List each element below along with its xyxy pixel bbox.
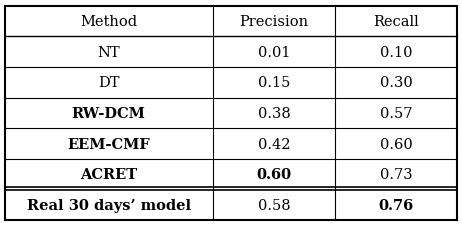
Text: 0.57: 0.57 <box>380 106 413 121</box>
Text: 0.76: 0.76 <box>379 198 414 212</box>
Text: DT: DT <box>98 76 120 90</box>
Text: Real 30 days’ model: Real 30 days’ model <box>27 198 191 212</box>
Text: 0.38: 0.38 <box>258 106 291 121</box>
Text: Recall: Recall <box>373 15 419 29</box>
Text: NT: NT <box>97 46 120 59</box>
Text: 0.58: 0.58 <box>258 198 290 212</box>
Text: ACRET: ACRET <box>80 168 137 181</box>
Text: 0.73: 0.73 <box>380 168 413 181</box>
Text: 0.15: 0.15 <box>258 76 290 90</box>
Text: EEM-CMF: EEM-CMF <box>67 137 150 151</box>
Text: RW-DCM: RW-DCM <box>72 106 146 121</box>
Text: 0.30: 0.30 <box>380 76 413 90</box>
Text: Precision: Precision <box>239 15 309 29</box>
Text: 0.60: 0.60 <box>380 137 413 151</box>
Text: 0.01: 0.01 <box>258 46 290 59</box>
Text: 0.60: 0.60 <box>256 168 292 181</box>
Text: Method: Method <box>80 15 137 29</box>
Text: 0.42: 0.42 <box>258 137 290 151</box>
Text: 0.10: 0.10 <box>380 46 413 59</box>
